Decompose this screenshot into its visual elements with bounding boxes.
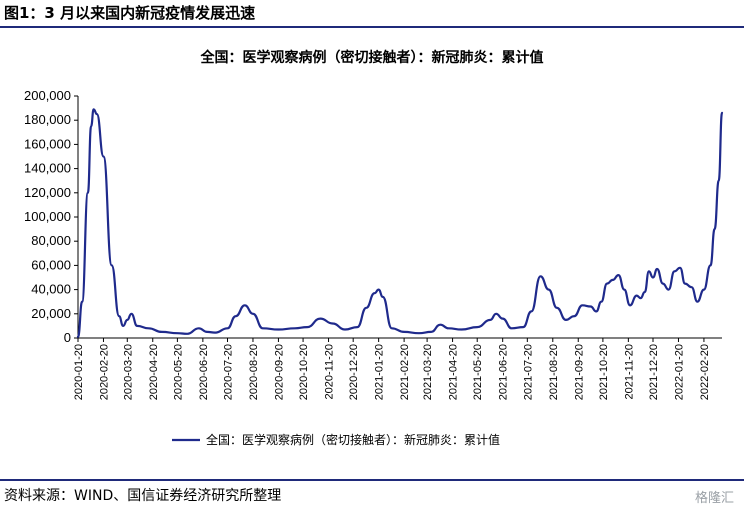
- x-tick-label: 2020-01-20: [73, 344, 85, 400]
- x-tick-label: 2021-09-20: [573, 344, 585, 400]
- x-tick-label: 2020-05-20: [172, 344, 184, 400]
- x-tick-label: 2021-07-20: [522, 344, 534, 400]
- x-tick-label: 2022-01-20: [673, 344, 685, 400]
- x-tick-label: 2020-09-20: [273, 344, 285, 400]
- chart-title: 全国：医学观察病例（密切接触者）：新冠肺炎：累计值: [200, 49, 544, 66]
- x-tick-label: 2021-02-20: [399, 344, 411, 400]
- series-line: [76, 108, 724, 338]
- y-tick-label: 100,000: [24, 209, 71, 224]
- x-tick-label: 2020-08-20: [248, 344, 260, 400]
- x-tick-label: 2022-02-20: [699, 344, 711, 400]
- x-tick-label: 2020-12-20: [348, 344, 360, 400]
- x-tick-label: 2021-04-20: [448, 344, 460, 400]
- watermark-logo: 格隆汇: [694, 491, 734, 506]
- x-tick-label: 2021-01-20: [374, 344, 386, 400]
- x-tick-label: 2020-10-20: [298, 344, 310, 400]
- top-rule: [0, 26, 744, 28]
- y-tick-label: 60,000: [31, 257, 71, 272]
- x-tick-label: 2020-03-20: [122, 344, 134, 400]
- y-tick-label: 200,000: [24, 88, 71, 103]
- legend: 全国：医学观察病例（密切接触者）：新冠肺炎：累计值: [172, 432, 500, 447]
- line-chart: 全国：医学观察病例（密切接触者）：新冠肺炎：累计值 0 20,000 40,000 6…: [24, 49, 724, 447]
- y-tick-label: 120,000: [24, 185, 71, 200]
- x-tick-label: 2021-10-20: [598, 344, 610, 400]
- y-tick-label: 160,000: [24, 136, 71, 151]
- bottom-rule: [0, 479, 744, 481]
- x-tick-label: 2021-11-20: [623, 344, 635, 399]
- y-tick-label: 80,000: [31, 233, 71, 248]
- x-tick-label: 2021-06-20: [498, 344, 510, 400]
- x-tick-label: 2021-05-20: [472, 344, 484, 400]
- figure-title: 图1：3 月以来国内新冠疫情发展迅速: [4, 4, 256, 22]
- x-tick-label: 2021-12-20: [648, 344, 660, 400]
- y-tick-label: 140,000: [24, 161, 71, 176]
- y-tick-label: 20,000: [31, 306, 71, 321]
- x-tick-label: 2021-03-20: [422, 344, 434, 400]
- source-note: 资料来源：WIND、国信证券经济研究所整理: [4, 488, 282, 504]
- x-tick-label: 2020-04-20: [148, 344, 160, 400]
- x-tick-label: 2020-07-20: [223, 344, 235, 400]
- y-tick-label: 40,000: [31, 282, 71, 297]
- x-tick-label: 2020-11-20: [324, 344, 336, 399]
- x-tick-label: 2021-08-20: [548, 344, 560, 400]
- legend-label: 全国：医学观察病例（密切接触者）：新冠肺炎：累计值: [206, 432, 500, 447]
- x-tick-label: 2020-06-20: [198, 344, 210, 400]
- x-tick-label: 2020-02-20: [98, 344, 110, 400]
- y-tick-label: 0: [64, 330, 71, 345]
- y-tick-label: 180,000: [24, 112, 71, 127]
